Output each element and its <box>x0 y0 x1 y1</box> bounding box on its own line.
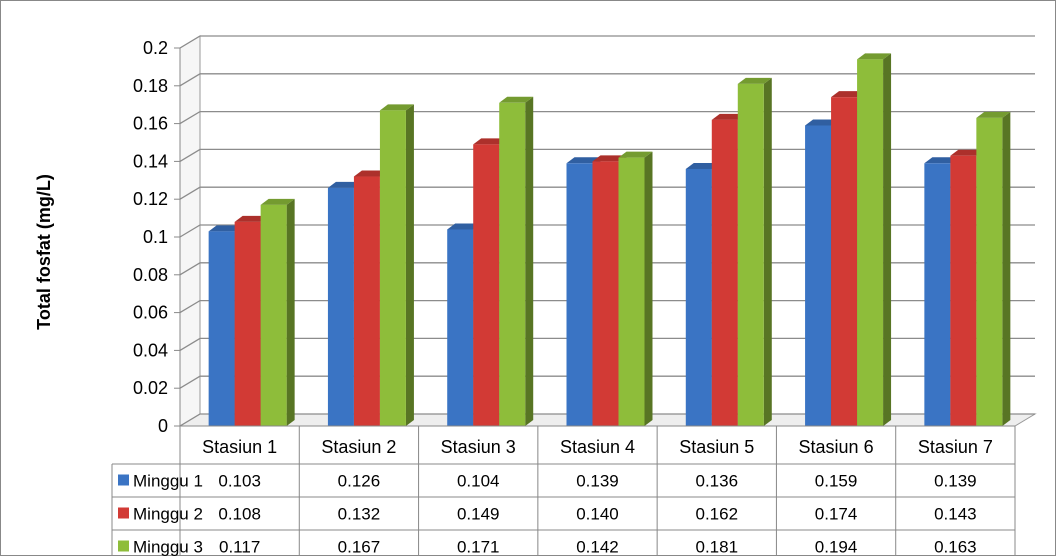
data-label: 0.108 <box>218 505 261 524</box>
data-label: 0.132 <box>338 505 381 524</box>
y-tick-label: 0 <box>158 416 168 436</box>
bar-front <box>354 177 380 426</box>
bar-side <box>1002 112 1010 426</box>
y-tick-label: 0.08 <box>133 265 168 285</box>
bar-front <box>857 59 883 426</box>
bar <box>738 78 772 426</box>
data-label: 0.149 <box>457 505 500 524</box>
bar-front <box>447 229 473 426</box>
data-label: 0.104 <box>457 472 500 491</box>
bar-front <box>619 158 645 426</box>
data-label: 0.181 <box>696 538 739 556</box>
legend-label: Minggu 3 <box>133 538 203 556</box>
bar-side <box>525 97 533 426</box>
y-tick-label: 0.06 <box>133 303 168 323</box>
bar-front <box>831 97 857 426</box>
legend-label: Minggu 2 <box>133 505 203 524</box>
bar-side <box>645 152 653 426</box>
y-axis-label: Total fosfat (mg/L) <box>34 174 54 330</box>
bar-front <box>380 110 406 426</box>
data-label: 0.139 <box>934 472 977 491</box>
x-tick-label: Stasiun 2 <box>321 437 396 457</box>
bar <box>619 152 653 426</box>
bar-front <box>686 169 712 426</box>
data-label: 0.139 <box>576 472 619 491</box>
data-label: 0.126 <box>338 472 381 491</box>
bar <box>857 53 891 426</box>
bar-side <box>764 78 772 426</box>
legend-swatch <box>118 508 129 519</box>
bar-front <box>261 205 287 426</box>
bar-side <box>883 53 891 426</box>
legend-swatch <box>118 541 129 552</box>
y-tick-label: 0.04 <box>133 340 168 360</box>
bar-front <box>209 231 235 426</box>
y-tick-label: 0.12 <box>133 189 168 209</box>
y-tick-label: 0.2 <box>143 38 168 58</box>
bar-side <box>406 104 414 426</box>
bar <box>976 112 1010 426</box>
bar-front <box>328 188 354 426</box>
y-tick-label: 0.14 <box>133 151 168 171</box>
y-tick-label: 0.18 <box>133 76 168 96</box>
data-label: 0.140 <box>576 505 619 524</box>
y-tick-label: 0.1 <box>143 227 168 247</box>
bar <box>380 104 414 426</box>
bar <box>261 199 295 426</box>
bar-front <box>712 120 738 426</box>
bar-front <box>235 222 261 426</box>
x-tick-label: Stasiun 7 <box>918 437 993 457</box>
data-label: 0.174 <box>815 505 858 524</box>
data-label: 0.117 <box>219 538 260 556</box>
data-label: 0.143 <box>934 505 977 524</box>
data-label: 0.159 <box>815 472 858 491</box>
bar <box>499 97 533 426</box>
x-tick-label: Stasiun 5 <box>679 437 754 457</box>
bar-front <box>805 125 831 426</box>
data-label: 0.136 <box>696 472 739 491</box>
data-label: 0.194 <box>815 538 858 556</box>
x-tick-label: Stasiun 4 <box>560 437 635 457</box>
x-tick-label: Stasiun 6 <box>799 437 874 457</box>
data-label: 0.103 <box>218 472 261 491</box>
x-tick-label: Stasiun 3 <box>441 437 516 457</box>
bar-front <box>567 163 593 426</box>
data-label: 0.163 <box>934 538 977 556</box>
y-tick-label: 0.02 <box>133 378 168 398</box>
data-label: 0.167 <box>338 538 381 556</box>
y-tick-label: 0.16 <box>133 114 168 134</box>
bar-front <box>950 156 976 426</box>
bar-front <box>976 118 1002 426</box>
bar-front <box>473 144 499 426</box>
bar-front <box>738 84 764 426</box>
x-tick-label: Stasiun 1 <box>202 437 277 457</box>
legend-label: Minggu 1 <box>133 472 203 491</box>
bar-front <box>499 103 525 426</box>
bar-side <box>287 199 295 426</box>
legend-swatch <box>118 475 129 486</box>
data-label: 0.162 <box>696 505 739 524</box>
bar-front <box>924 163 950 426</box>
data-label: 0.171 <box>457 538 500 556</box>
bar-front <box>593 161 619 426</box>
data-label: 0.142 <box>576 538 619 556</box>
